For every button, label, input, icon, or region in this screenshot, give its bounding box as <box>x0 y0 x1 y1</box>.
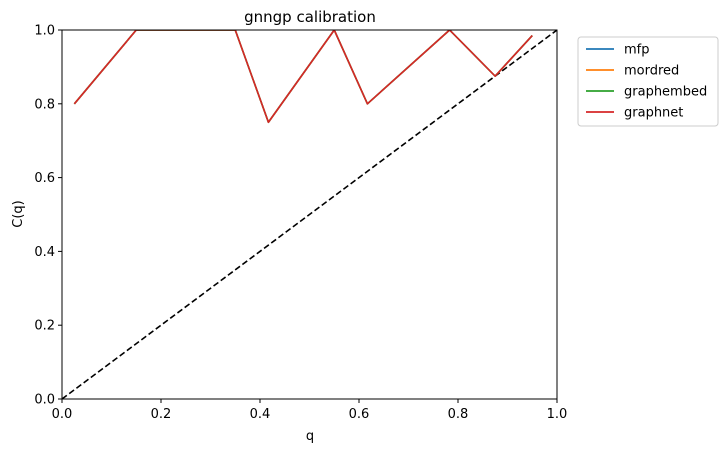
x-tick-label: 0.2 <box>151 407 172 422</box>
x-tick-label: 0.6 <box>349 407 370 422</box>
y-tick-label: 1.0 <box>34 24 55 39</box>
legend: mfp mordred graphembed graphnet <box>577 36 719 127</box>
legend-label-graphnet: graphnet <box>624 106 683 121</box>
y-tick-label: 0.6 <box>34 171 55 186</box>
y-tick-label: 0.2 <box>34 319 55 334</box>
legend-label-mfp: mfp <box>624 43 650 58</box>
x-tick-label: 1.0 <box>547 407 568 422</box>
plot-area <box>62 30 557 399</box>
plot-frame <box>61 29 558 400</box>
x-axis: 0.0 0.2 0.4 0.6 0.8 1.0 <box>52 399 568 422</box>
y-axis-label: C(q) <box>11 200 26 227</box>
legend-frame <box>577 36 719 127</box>
reference-diagonal-line <box>62 30 557 399</box>
y-tick-label: 0.4 <box>34 245 55 260</box>
y-tick-label: 0.8 <box>34 97 55 112</box>
x-tick-label: 0.0 <box>52 407 73 422</box>
y-tick-label: 0.0 <box>34 393 55 408</box>
x-axis-label: q <box>306 429 314 444</box>
legend-label-mordred: mordred <box>624 64 679 79</box>
x-tick-label: 0.4 <box>250 407 271 422</box>
series-line-graphnet <box>73 30 533 124</box>
x-tick-label: 0.8 <box>448 407 469 422</box>
chart-title: gnngp calibration <box>244 8 376 26</box>
y-axis: 0.0 0.2 0.4 0.6 0.8 1.0 <box>34 24 62 408</box>
legend-label-graphembed: graphembed <box>624 85 707 100</box>
